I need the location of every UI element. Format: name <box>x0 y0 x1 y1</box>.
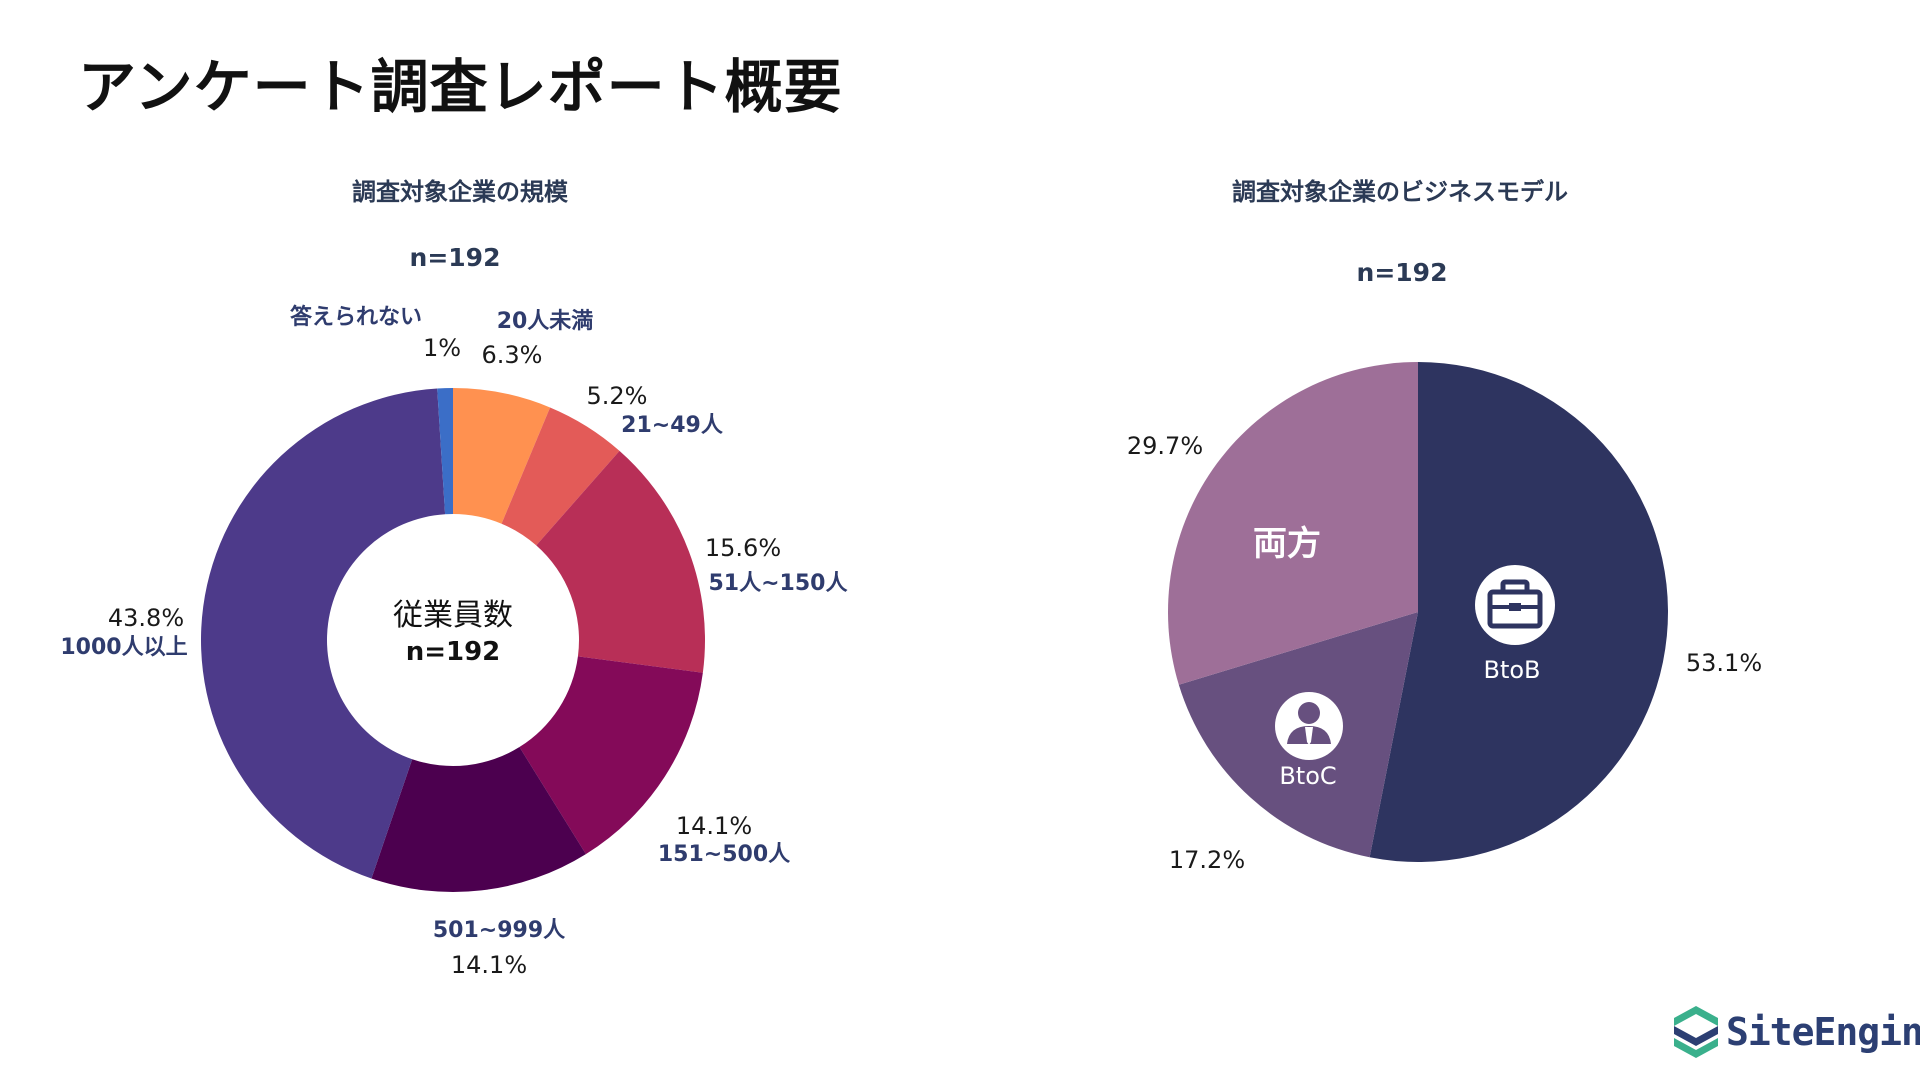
donut-center-label: 従業員数 <box>393 598 513 633</box>
donut-category-label-6: 1000人以上 <box>60 635 187 660</box>
donut-value-label-1: 6.3% <box>482 341 543 369</box>
donut-value-label-7: 1% <box>423 334 461 362</box>
siteengine-logo-text: SiteEngine <box>1726 1010 1920 1054</box>
chart2-title: 調査対象企業のビジネスモデル <box>1232 178 1568 206</box>
donut-value-label-5: 14.1% <box>451 951 527 979</box>
donut-category-label-3: 51人~150人 <box>709 571 848 596</box>
donut-center: 従業員数 n=192 <box>393 598 513 667</box>
pie-slice-label-btob: BtoB <box>1483 656 1540 684</box>
donut-category-label-7: 答えられない <box>290 304 422 330</box>
siteengine-logo: SiteEngine <box>1672 1000 1920 1064</box>
donut-value-label-4: 14.1% <box>676 812 752 840</box>
pie-slice-label-both: 両方 <box>1253 524 1321 564</box>
donut-category-label-1: 20人未満 <box>497 308 594 334</box>
donut-slice-1 <box>453 388 551 524</box>
pie-value-label-3: 29.7% <box>1127 432 1203 460</box>
pie-value-label-2: 17.2% <box>1169 846 1245 874</box>
pie-slice-両方 <box>1168 362 1418 685</box>
donut-chart <box>201 388 705 892</box>
donut-value-label-3: 15.6% <box>705 534 781 562</box>
pie-slice-label-btoc: BtoC <box>1279 762 1336 790</box>
donut-slice-5 <box>371 747 586 892</box>
chart1-sample-size: n=192 <box>409 243 501 272</box>
donut-slice-6 <box>201 388 446 879</box>
donut-slice-4 <box>519 656 703 855</box>
page-title: アンケート調査レポート概要 <box>78 53 843 121</box>
donut-center-n: n=192 <box>406 637 501 667</box>
donut-slice-3 <box>536 450 705 673</box>
donut-slice-7 <box>437 388 453 515</box>
donut-category-label-2: 21~49人 <box>621 413 723 438</box>
donut-labels: 6.3%20人未満5.2%21~49人15.6%51人~150人14.1%151… <box>60 304 847 979</box>
pie-chart <box>1168 362 1668 862</box>
pie-value-label-1: 53.1% <box>1686 649 1762 677</box>
donut-value-label-2: 5.2% <box>587 382 648 410</box>
person-icon <box>1275 692 1343 760</box>
siteengine-logo-mark-icon <box>1674 1006 1718 1058</box>
chart2-sample-size: n=192 <box>1356 258 1448 287</box>
briefcase-icon <box>1475 565 1555 645</box>
donut-slice-2 <box>501 407 620 546</box>
chart1-title: 調査対象企業の規模 <box>352 178 568 206</box>
pie-labels: 53.1% 17.2% 29.7% <box>1127 432 1762 874</box>
donut-category-label-5: 501~999人 <box>433 918 565 943</box>
donut-value-label-6: 43.8% <box>108 604 184 632</box>
donut-category-label-4: 151~500人 <box>658 842 790 867</box>
